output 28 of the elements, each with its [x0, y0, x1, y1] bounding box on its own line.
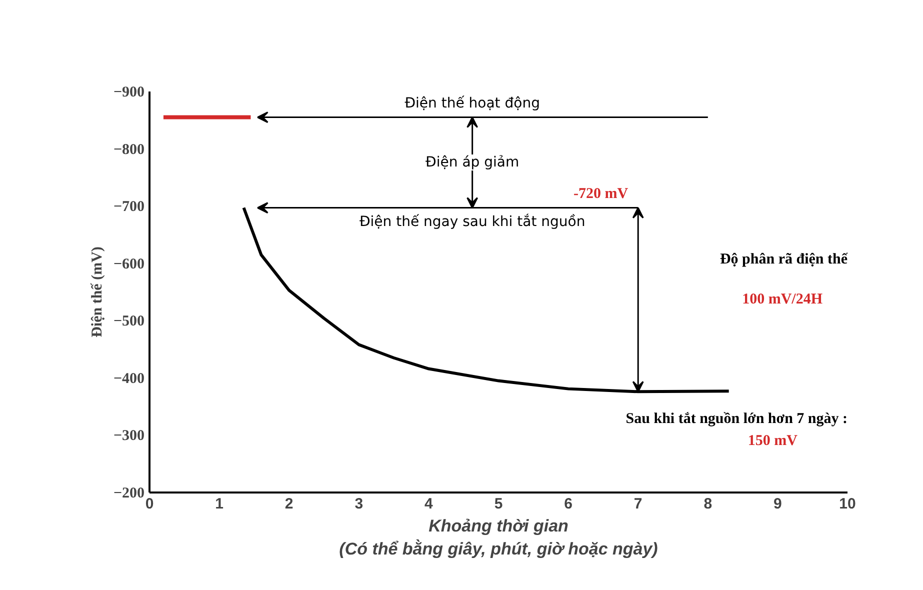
- x-tick-label: 1: [215, 496, 224, 512]
- y-tick-label: −400: [113, 370, 145, 387]
- x-tick-label: 4: [424, 496, 434, 512]
- annotation: -720 mV: [574, 186, 628, 202]
- x-tick-label: 0: [145, 496, 154, 512]
- x-tick-label: 7: [634, 496, 642, 512]
- x-tick-label: 9: [774, 496, 782, 512]
- annotation: Điện thế ngay sau khi tắt nguồn: [359, 212, 586, 230]
- x-tick-label: 2: [284, 496, 294, 512]
- y-tick-label: −200: [113, 486, 145, 502]
- x-tick-label: 6: [564, 496, 572, 512]
- annotation: Sau khi tắt nguồn lớn hơn 7 ngày :: [626, 411, 848, 428]
- annotation: 100 mV/24H: [742, 291, 823, 308]
- y-tick-label: −600: [113, 256, 145, 272]
- x-tick-label: 10: [839, 496, 856, 512]
- annotation: Điện áp giảm: [426, 154, 520, 171]
- annotation: 150 mV: [748, 433, 798, 450]
- y-tick-label: −700: [113, 199, 145, 216]
- annotation: Điện thế hoạt động: [404, 95, 540, 112]
- y-tick-label: −800: [113, 142, 145, 158]
- y-tick-label: −300: [113, 428, 145, 444]
- x-tick-label: 3: [354, 496, 364, 512]
- y-tick-label: −900: [113, 84, 145, 100]
- x-tick-label: 5: [494, 496, 503, 512]
- y-tick-label: −500: [113, 314, 145, 330]
- x-tick-label: 8: [704, 496, 712, 512]
- y-axis-title: Điện thế (mV): [89, 246, 106, 338]
- x-axis-title: Khoảng thời gian (Có thể bằng giây, phút, giờ hoặc ngày): [339, 516, 658, 558]
